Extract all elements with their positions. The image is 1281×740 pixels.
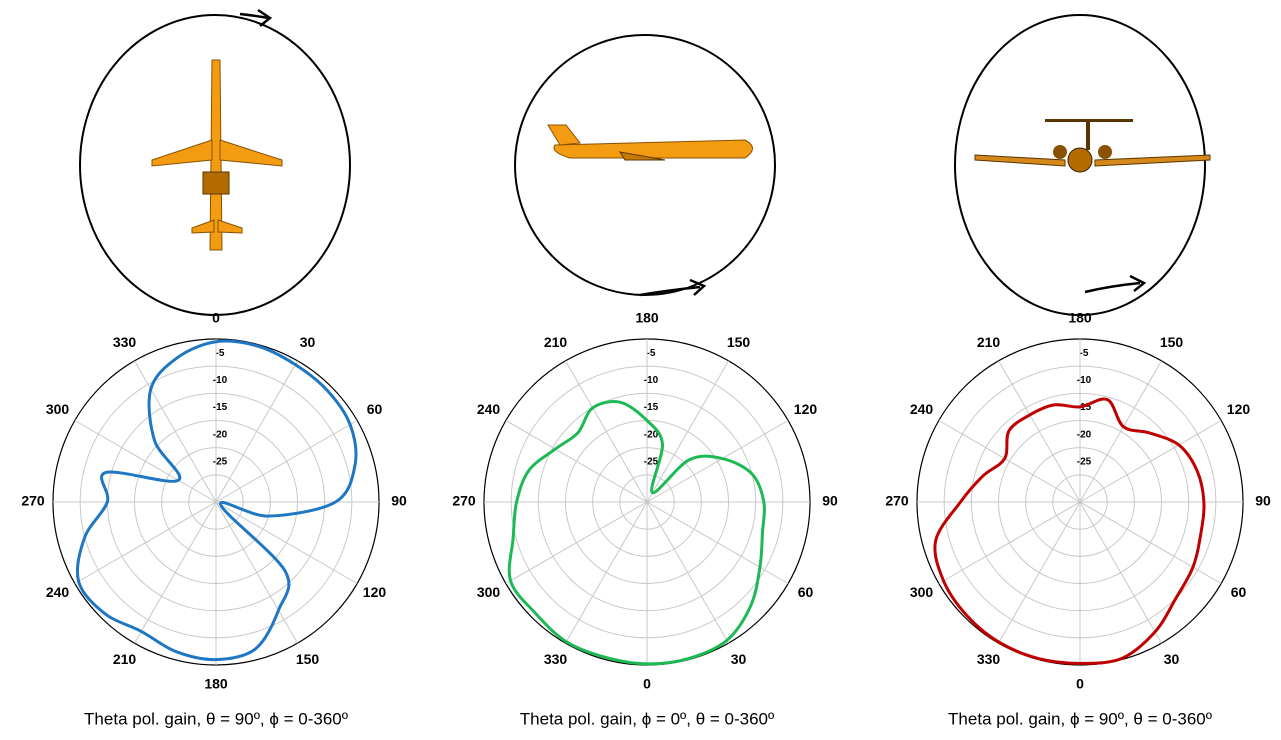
theta-tick-label: 90	[391, 493, 407, 509]
theta-tick-label: 240	[910, 401, 934, 417]
theta-tick-label: 300	[910, 584, 934, 600]
grid-spoke	[506, 502, 647, 584]
theta-tick-label: 30	[731, 651, 747, 667]
theta-tick-label: 210	[977, 334, 1001, 350]
grid-spoke	[999, 502, 1081, 643]
grid-spoke	[75, 502, 216, 584]
theta-tick-label: 270	[452, 493, 476, 509]
r-tick-label: -15	[644, 402, 659, 413]
theta-tick-label: 0	[643, 676, 651, 692]
illustration-front-view	[955, 15, 1210, 315]
theta-tick-label: 240	[46, 584, 70, 600]
theta-tick-label: 270	[21, 493, 45, 509]
illustration-side-view	[515, 35, 775, 295]
theta-tick-label: 180	[635, 310, 659, 326]
grid-spoke	[647, 421, 788, 503]
caption: Theta pol. gain, ϕ = 90º, θ = 0-360º	[948, 709, 1212, 728]
grid-spoke	[216, 421, 357, 503]
theta-tick-label: 180	[204, 676, 228, 692]
theta-tick-label: 150	[1160, 334, 1184, 350]
grid-spoke	[216, 361, 298, 502]
caption: Theta pol. gain, ϕ = 0º, θ = 0-360º	[520, 709, 774, 728]
theta-tick-label: 60	[1231, 584, 1247, 600]
theta-tick-label: 330	[113, 334, 137, 350]
grid-spoke	[939, 502, 1080, 584]
r-tick-label: -25	[213, 456, 228, 467]
theta-tick-label: 60	[367, 401, 383, 417]
theta-tick-label: 210	[544, 334, 568, 350]
theta-tick-label: 60	[798, 584, 814, 600]
r-tick-label: -15	[213, 402, 228, 413]
caption: Theta pol. gain, θ = 90º, ϕ = 0-360º	[84, 709, 348, 728]
theta-tick-label: 150	[727, 334, 751, 350]
grid-spoke	[75, 421, 216, 503]
theta-tick-label: 90	[1255, 493, 1271, 509]
grid-spoke	[1080, 502, 1162, 643]
r-tick-label: -20	[213, 429, 228, 440]
illustration-top-view	[80, 10, 350, 315]
theta-tick-label: 120	[363, 584, 387, 600]
theta-tick-label: 120	[1227, 401, 1251, 417]
figure: -25 -20 -15 -10 -5 0 30 60 90 120 150 180 210 240 270 3…	[0, 0, 1281, 735]
theta-tick-label: 210	[113, 651, 137, 667]
grid-spoke	[647, 502, 729, 643]
theta-tick-label: 270	[885, 493, 909, 509]
r-tick-label: -5	[216, 348, 225, 359]
theta-tick-label: 150	[296, 651, 320, 667]
r-tick-label: -5	[647, 348, 656, 359]
r-tick-label: -25	[1077, 456, 1092, 467]
polar-chart: -25 -20 -15 -10 -5 0 30 60 90 120 150 180 210 240 270 3…	[21, 310, 407, 729]
gain-curve	[509, 402, 764, 664]
grid-spoke	[566, 502, 648, 643]
theta-tick-label: 120	[794, 401, 818, 417]
polar-chart: -25-20-15-10-503060901201501802102402703…	[452, 310, 838, 729]
r-tick-label: -20	[1077, 429, 1092, 440]
theta-tick-label: 330	[544, 651, 568, 667]
grid-spoke	[999, 361, 1081, 502]
r-tick-label: -10	[1077, 375, 1092, 386]
theta-tick-label: 300	[46, 401, 70, 417]
r-tick-label: -10	[644, 375, 659, 386]
theta-tick-label: 300	[477, 584, 501, 600]
theta-tick-label: 0	[212, 310, 220, 326]
theta-tick-label: 180	[1068, 310, 1092, 326]
polar-chart: -25-20-15-10-503060901201501802102402703…	[885, 310, 1271, 729]
grid-spoke	[135, 502, 217, 643]
theta-tick-label: 330	[977, 651, 1001, 667]
theta-tick-label: 90	[822, 493, 838, 509]
theta-tick-label: 30	[300, 334, 316, 350]
theta-tick-label: 240	[477, 401, 501, 417]
r-tick-label: -10	[213, 375, 228, 386]
grid-spoke	[647, 502, 788, 584]
theta-tick-label: 0	[1076, 676, 1084, 692]
theta-tick-label: 30	[1164, 651, 1180, 667]
r-tick-label: -5	[1080, 348, 1089, 359]
